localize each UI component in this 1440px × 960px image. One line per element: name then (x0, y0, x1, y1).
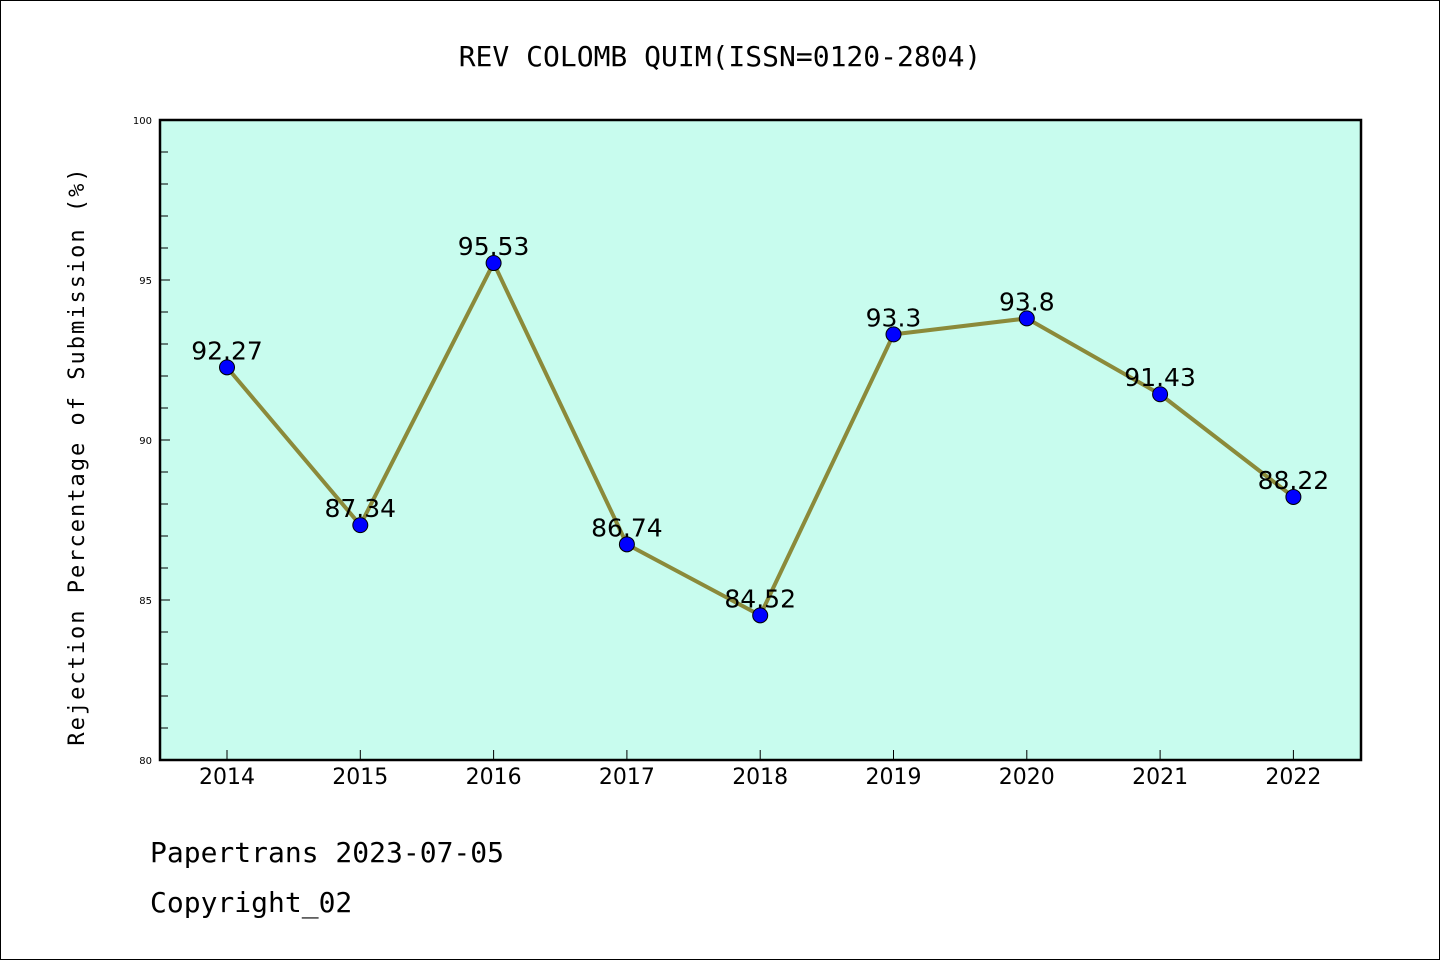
data-point (618, 536, 635, 553)
data-point (752, 607, 769, 624)
data-label: 95.53 (458, 232, 530, 261)
x-tick-label: 2014 (199, 765, 255, 790)
y-axis: 80 85 90 95 100 (133, 116, 170, 767)
data-label: 88.22 (1258, 466, 1330, 495)
data-point (1285, 488, 1302, 505)
x-tick-label: 2022 (1265, 765, 1321, 790)
data-label: 87.34 (325, 494, 397, 523)
data-label: 86.74 (591, 513, 663, 542)
chart-title: REV COLOMB QUIM(ISSN=0120-2804) (459, 40, 982, 73)
data-label: 93.3 (866, 303, 922, 332)
data-point (219, 359, 235, 376)
data-point (885, 326, 902, 343)
footer-copyright: Copyright_02 (150, 886, 353, 919)
x-tick-label: 2021 (1132, 765, 1188, 790)
y-tick-label: 80 (139, 756, 152, 767)
y-tick-label: 100 (133, 116, 152, 127)
data-label: 93.8 (999, 287, 1055, 316)
x-tick-label: 2016 (466, 765, 522, 790)
y-axis-label: Rejection Percentage of Submission (%) (65, 166, 90, 745)
x-axis: 2014 2015 2016 2017 2018 2019 2020 2021 2022 (199, 750, 1321, 790)
footer-source: Papertrans 2023-07-05 (150, 836, 505, 869)
data-label: 84.52 (724, 584, 796, 613)
x-tick-label: 2020 (999, 765, 1055, 790)
data-labels: 92.27 87.34 95.53 86.74 84.52 93.3 93.8 91.43 88… (191, 232, 1329, 613)
data-point (1018, 310, 1035, 327)
data-point (1152, 386, 1169, 403)
y-tick-label: 85 (139, 596, 152, 607)
data-label: 91.43 (1124, 363, 1196, 392)
x-tick-label: 2015 (332, 765, 388, 790)
y-tick-label: 95 (139, 276, 152, 287)
x-tick-label: 2019 (866, 765, 922, 790)
plot-area (158, 118, 1363, 762)
x-tick-label: 2018 (732, 765, 788, 790)
data-label: 92.27 (191, 336, 263, 365)
data-point (485, 255, 502, 272)
x-tick-label: 2017 (599, 765, 655, 790)
series-markers (219, 255, 1302, 624)
y-tick-label: 90 (139, 436, 152, 447)
data-point (352, 517, 369, 534)
